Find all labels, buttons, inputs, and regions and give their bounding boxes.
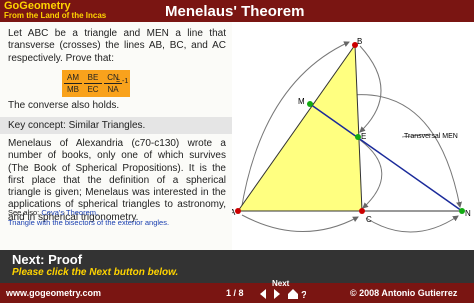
next-icon[interactable] [274, 289, 280, 299]
next-button[interactable]: Next [272, 279, 290, 288]
see-also-label: See also: [8, 208, 40, 217]
point-label: B [357, 37, 362, 46]
nav-icons: ? [260, 289, 306, 300]
point [307, 101, 313, 107]
link[interactable]: Ceva's Theorem, [41, 208, 99, 217]
text-panel: Let ABC be a triangle and MEN a line tha… [0, 22, 232, 250]
point [459, 208, 465, 214]
arc [241, 214, 359, 232]
numerator: CN [104, 72, 122, 84]
next-title: Next: Proof [12, 252, 83, 267]
pointer [401, 133, 431, 138]
denominator: NA [107, 85, 119, 94]
transversal [309, 103, 463, 212]
point-label: C [366, 215, 372, 224]
numerator: AM [64, 72, 82, 84]
site[interactable]: www.gogeometry.com [6, 288, 102, 298]
arc [240, 41, 350, 212]
annotation: Transversal MEN [404, 133, 458, 140]
footer: www.gogeometry.com 1 / 8 Next ? © 2008 A… [0, 279, 474, 303]
numerator: BE [84, 72, 102, 84]
point-label: A [232, 208, 236, 217]
arc [365, 215, 459, 233]
history: Menelaus of Alexandria (c70-c130) wrote … [8, 138, 226, 223]
see-also: See also: Ceva's Theorem, Triangle with … [8, 208, 169, 228]
denominator: MB [67, 85, 79, 94]
arc [359, 45, 382, 133]
home-icon[interactable] [288, 289, 298, 299]
tagline: From the Land of the Incas [4, 11, 107, 20]
converse: The converse also holds. [8, 100, 120, 111]
page-title: Menelaus' Theorem [165, 3, 305, 20]
point [359, 208, 365, 214]
diagram: A B C M E N Transversal MEN [232, 37, 471, 233]
point-label: N [465, 209, 471, 218]
help-icon[interactable]: ? [301, 290, 306, 300]
header: GoGeometry From the Land of the Incas Me… [0, 0, 474, 22]
point [352, 42, 358, 48]
formula-result: = -1 [116, 78, 129, 85]
next-instruction: Please click the Next button below. [12, 267, 179, 278]
key-concept-box [0, 117, 232, 134]
intro: Let ABC be a triangle and MEN a line tha… [8, 28, 226, 64]
formula: AM MB BE EC CN NA = -1 [62, 70, 130, 97]
point-label: M [298, 97, 305, 106]
point-label: E [361, 132, 366, 141]
logo[interactable]: GoGeometry [4, 0, 71, 12]
point [355, 134, 361, 140]
key-concept: Key concept: Similar Triangles. [8, 120, 146, 131]
copyright: © 2008 Antonio Gutierrez [350, 288, 458, 298]
arc [359, 139, 383, 209]
next-bar: Next: Proof Please click the Next button… [0, 250, 474, 283]
denominator: EC [87, 85, 99, 94]
point [235, 208, 241, 214]
page-number: 1 / 8 [226, 288, 244, 298]
prev-icon[interactable] [260, 289, 266, 299]
link[interactable]: Triangle with the bisectors of the exter… [8, 218, 170, 227]
triangle [237, 43, 363, 212]
